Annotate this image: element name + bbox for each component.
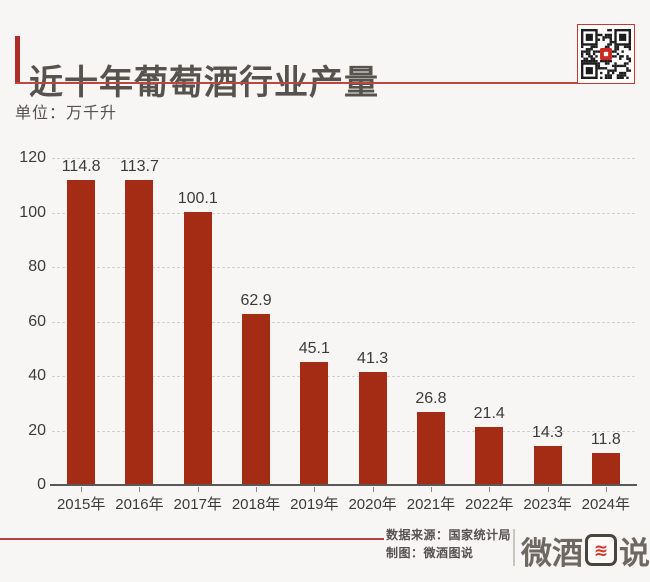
- bar-group: 26.8 2021年: [402, 158, 460, 513]
- x-axis-tick: [256, 487, 258, 492]
- bar-group: 113.7 2016年: [110, 158, 168, 513]
- x-axis-label: 2018年: [231, 496, 281, 513]
- x-axis-label: 2017年: [173, 496, 222, 513]
- bar-value-label: 21.4: [473, 404, 505, 422]
- footer-accent-line: [0, 538, 384, 540]
- qr-code: [577, 24, 635, 84]
- bar-value-label: 45.1: [298, 340, 330, 358]
- bar-group: 11.8 2024年: [577, 158, 635, 513]
- title-underline: [15, 82, 633, 84]
- bar-value-label: 14.3: [531, 424, 564, 442]
- bar: [183, 212, 212, 485]
- gridline: [52, 376, 635, 377]
- bar-group: 100.1 2017年: [169, 158, 227, 513]
- gridline: [52, 267, 635, 268]
- x-axis-tick: [430, 487, 432, 492]
- y-axis-tick-label: 0: [37, 476, 46, 493]
- x-axis-tick: [372, 487, 374, 492]
- bar: [416, 411, 445, 485]
- y-axis-tick-label: 60: [28, 312, 46, 330]
- x-axis-label: 2019年: [290, 496, 339, 513]
- bars-row: 114.8 2015年 113.7 2016年 100.1 2017年 62.9 2018年 4…: [52, 158, 635, 513]
- logo-text-left: 微酒: [521, 535, 583, 571]
- bar-value-label: 113.7: [120, 158, 159, 175]
- x-axis-tick: [197, 487, 199, 492]
- x-axis-line: [50, 484, 637, 486]
- unit-label: 单位：万千升: [15, 105, 118, 122]
- x-axis-tick: [547, 487, 549, 492]
- x-axis-tick: [139, 487, 141, 492]
- bar-value-label: 114.8: [61, 158, 101, 175]
- bar: [591, 452, 620, 485]
- bar: [67, 180, 96, 485]
- y-axis-tick-label: 120: [19, 149, 46, 166]
- plot-area: 114.8 2015年 113.7 2016年 100.1 2017年 62.9 2018年 4…: [52, 158, 635, 513]
- bar-value-label: 100.1: [177, 190, 218, 208]
- bar-group: 21.4 2022年: [460, 158, 518, 513]
- bar-value-label: 26.8: [415, 389, 447, 407]
- bar-group: 41.3 2020年: [344, 158, 402, 513]
- x-axis-label: 2015年: [56, 496, 106, 513]
- bar: [300, 362, 329, 485]
- x-axis-tick: [81, 487, 83, 492]
- chart-credit-line: 制图：微酒图说: [386, 546, 474, 560]
- bar-group: 45.1 2019年: [285, 158, 343, 513]
- y-axis-tick-label: 40: [28, 367, 46, 384]
- logo-wave-icon: ≋: [593, 540, 609, 560]
- x-axis-label: 2023年: [523, 496, 572, 513]
- footer-credits: 数据来源：国家统计局 制图：微酒图说: [386, 526, 511, 562]
- bar-value-label: 62.9: [240, 291, 272, 309]
- x-axis-tick: [605, 487, 607, 492]
- y-axis-tick-label: 100: [19, 203, 46, 221]
- x-axis-label: 2021年: [406, 496, 456, 513]
- x-axis-tick: [314, 487, 316, 492]
- brand-logo: 微酒 ≋ 说: [521, 530, 650, 571]
- bar-group: 114.8 2015年: [52, 158, 110, 513]
- logo-text-right: 说: [619, 535, 650, 571]
- x-axis-label: 2024年: [581, 496, 630, 513]
- gridline: [52, 158, 635, 159]
- bar: [125, 180, 154, 485]
- x-axis-label: 2022年: [465, 496, 514, 513]
- gridline: [52, 430, 635, 432]
- y-axis-tick-label: 80: [28, 258, 46, 275]
- x-axis-label: 2016年: [115, 496, 164, 513]
- x-axis-label: 2020年: [348, 496, 397, 513]
- y-axis-tick-label: 20: [28, 421, 46, 439]
- bar-value-label: 11.8: [590, 430, 621, 448]
- title-accent-bar: [15, 36, 20, 83]
- x-axis-tick: [489, 487, 491, 492]
- gridline: [52, 321, 635, 323]
- footer-divider: [513, 529, 515, 566]
- bar: [475, 426, 504, 485]
- bar: [242, 313, 271, 485]
- bar-group: 14.3 2023年: [519, 158, 577, 513]
- gridline: [52, 212, 635, 214]
- bar: [358, 372, 387, 485]
- qr-pattern: [581, 29, 631, 79]
- bar-group: 62.9 2018年: [227, 158, 285, 513]
- bar-value-label: 41.3: [357, 350, 389, 368]
- logo-wave-box: ≋: [585, 534, 617, 566]
- bar: [533, 446, 562, 485]
- data-source-line: 数据来源：国家统计局: [386, 528, 512, 542]
